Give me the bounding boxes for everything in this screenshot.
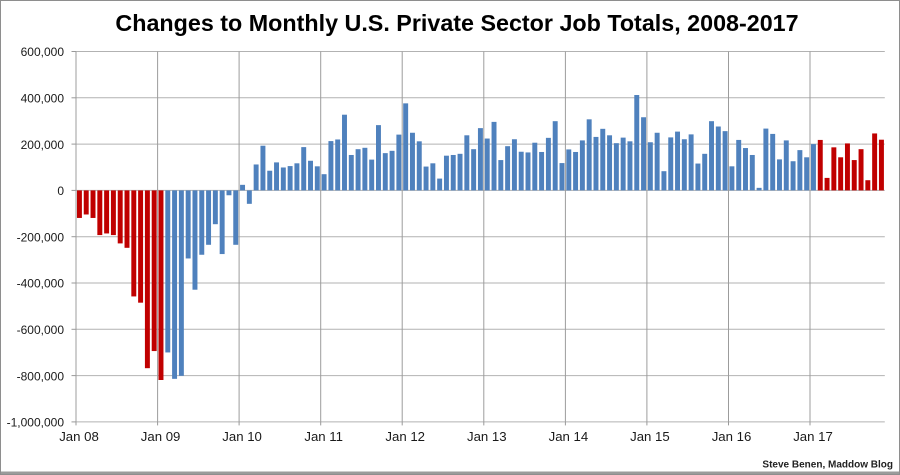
svg-text:Jan 17: Jan 17 xyxy=(793,429,833,444)
svg-text:Jan 08: Jan 08 xyxy=(59,429,99,444)
svg-text:Jan 16: Jan 16 xyxy=(712,429,752,444)
svg-text:Changes to Monthly U.S. Privat: Changes to Monthly U.S. Private Sector J… xyxy=(115,10,798,36)
svg-text:600,000: 600,000 xyxy=(21,45,65,59)
svg-text:Jan 10: Jan 10 xyxy=(222,429,262,444)
svg-text:Jan 11: Jan 11 xyxy=(304,429,343,444)
svg-text:-1,000,000: -1,000,000 xyxy=(7,416,65,430)
svg-text:-200,000: -200,000 xyxy=(17,230,65,244)
svg-text:Steve Benen, Maddow Blog: Steve Benen, Maddow Blog xyxy=(762,459,893,470)
svg-text:Jan 13: Jan 13 xyxy=(467,429,507,444)
svg-text:Jan 15: Jan 15 xyxy=(630,429,670,444)
svg-text:Jan 12: Jan 12 xyxy=(385,429,425,444)
svg-text:Jan 14: Jan 14 xyxy=(549,429,589,444)
svg-text:-400,000: -400,000 xyxy=(17,277,65,291)
svg-text:-600,000: -600,000 xyxy=(17,323,65,337)
svg-text:400,000: 400,000 xyxy=(21,92,65,106)
svg-text:Jan 09: Jan 09 xyxy=(141,429,181,444)
svg-text:200,000: 200,000 xyxy=(21,138,65,152)
svg-text:0: 0 xyxy=(57,184,64,198)
svg-text:-800,000: -800,000 xyxy=(17,369,65,383)
